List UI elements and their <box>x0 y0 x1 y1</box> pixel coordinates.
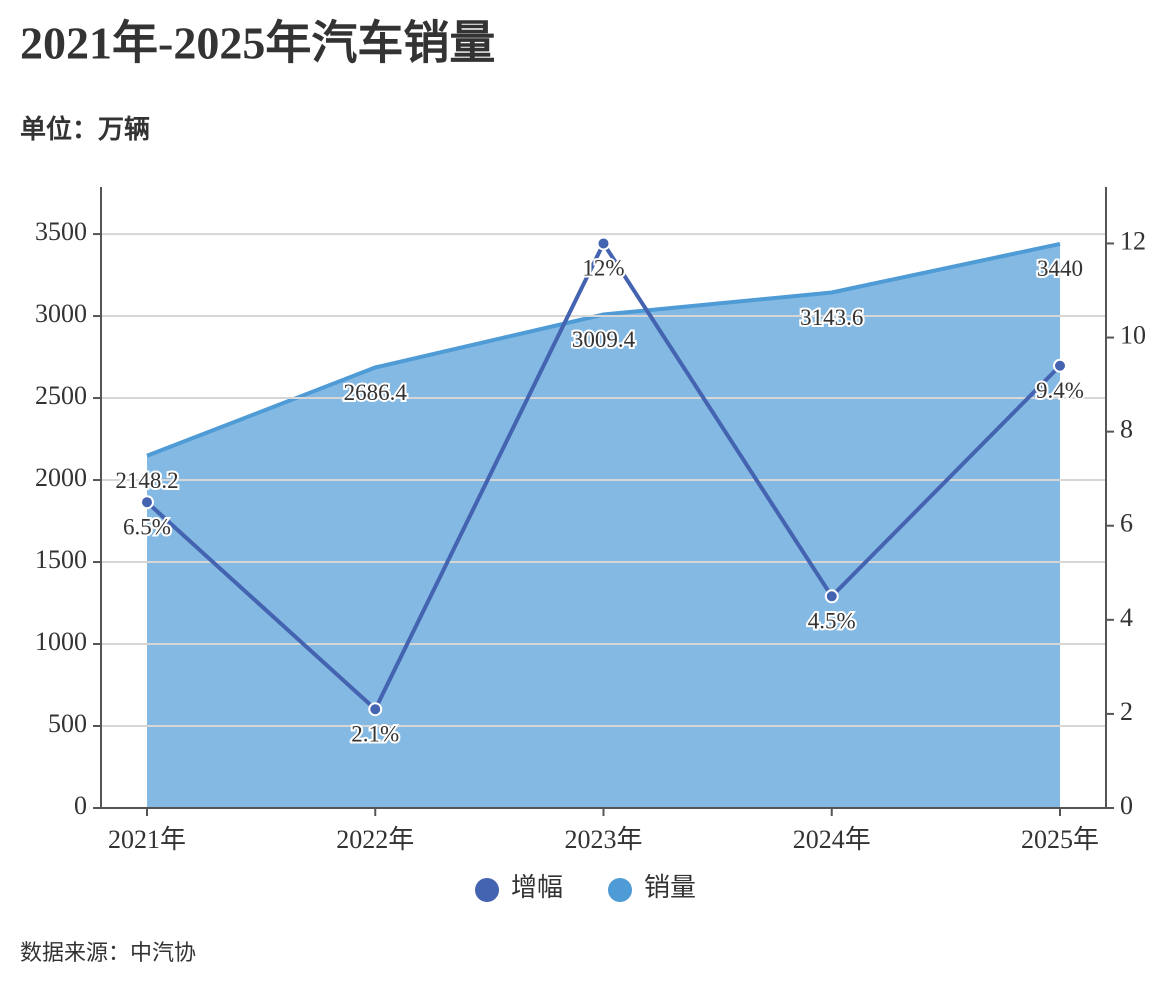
data-label: 6.5% <box>123 514 171 539</box>
point <box>140 495 154 510</box>
y-tick-label: 0 <box>74 791 87 820</box>
legend-label: 销量 <box>644 873 696 902</box>
point <box>368 702 383 717</box>
x-tick-label: 2023年 <box>564 825 642 854</box>
y-tick-label: 3500 <box>35 217 87 246</box>
data-label: 3143.6 <box>800 305 863 330</box>
subtitle: 单位：万辆 <box>20 114 150 144</box>
data-label: 3009.4 <box>572 327 636 352</box>
y-tick-label: 2500 <box>35 381 87 410</box>
y2-tick-label: 2 <box>1120 697 1133 726</box>
data-label: 3440 <box>1037 256 1083 281</box>
legend-marker <box>475 878 499 902</box>
data-label: 4.5% <box>808 609 856 634</box>
data-label: 2686.4 <box>344 380 408 405</box>
area-line <box>146 241 1061 458</box>
y2-tick-label: 8 <box>1120 415 1133 444</box>
legend-label: 增幅 <box>511 873 563 902</box>
y-tick-label: 1500 <box>35 545 87 574</box>
x-tick-label: 2022年 <box>336 825 414 854</box>
y2-tick-label: 12 <box>1120 226 1146 255</box>
y-tick-label: 2000 <box>35 463 87 492</box>
legend-marker <box>608 878 632 902</box>
data-label: 2.1% <box>351 721 399 746</box>
x-tick-label: 2025年 <box>1021 825 1099 854</box>
y-tick-label: 3000 <box>35 299 87 328</box>
point <box>596 236 611 251</box>
area <box>147 243 1060 809</box>
y2-tick-label: 6 <box>1120 509 1133 538</box>
data-label: 12% <box>582 256 624 281</box>
point <box>1053 358 1067 373</box>
y-tick-label: 500 <box>48 709 87 738</box>
data-label: 2148.2 <box>115 468 178 493</box>
y-tick-label: 1000 <box>35 627 87 656</box>
chart-title: 2021年-2025年汽车销量 <box>20 18 495 69</box>
y2-tick-label: 0 <box>1120 791 1133 820</box>
y2-tick-label: 4 <box>1120 603 1133 632</box>
x-tick-label: 2021年 <box>108 825 186 854</box>
data-label: 9.4% <box>1036 378 1084 403</box>
point <box>824 589 839 604</box>
source: 数据来源：中汽协 <box>20 940 196 965</box>
x-tick-label: 2024年 <box>793 825 871 854</box>
y2-tick-label: 10 <box>1120 321 1146 350</box>
